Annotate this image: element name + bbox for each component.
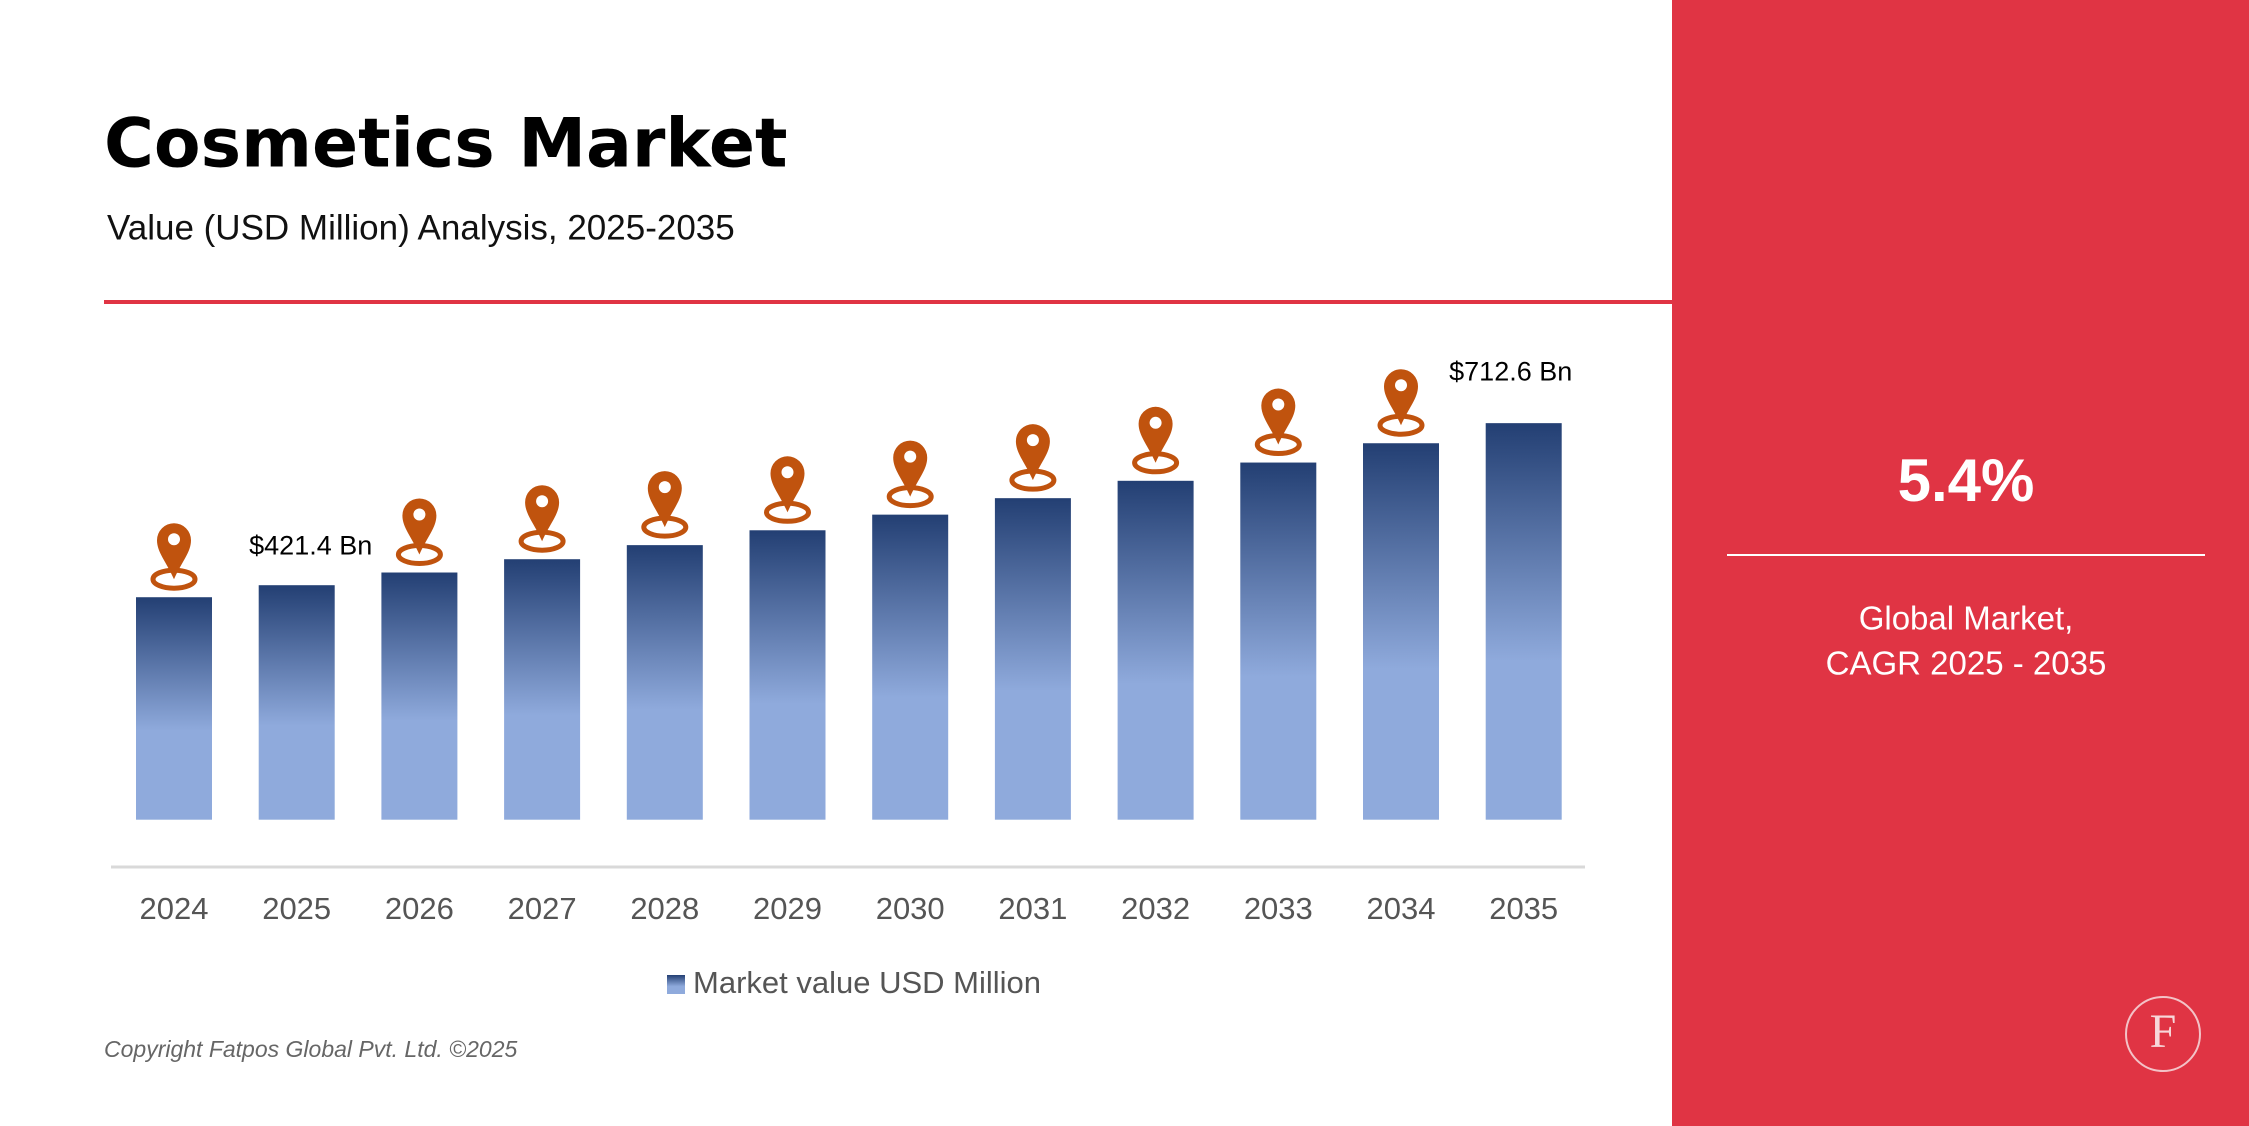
- bar: [258, 585, 335, 820]
- pin-part: [402, 498, 437, 555]
- pin-marker: [518, 485, 566, 553]
- data-label: $421.4 Bn: [249, 530, 372, 560]
- logo: F: [2150, 1005, 2177, 1058]
- pin-part: [536, 495, 549, 508]
- pin-part: [413, 508, 426, 521]
- pin-part: [658, 481, 671, 494]
- pin-part: [1261, 388, 1296, 445]
- pin-marker: [1132, 406, 1180, 475]
- pin-part: [781, 466, 794, 479]
- legend-label: Market value USD Million: [693, 965, 1041, 1000]
- bar: [1485, 423, 1562, 820]
- pin-part: [904, 450, 917, 463]
- x-tick-label: 2029: [753, 891, 822, 926]
- bar: [626, 545, 703, 820]
- pin-part: [157, 523, 191, 580]
- bar: [1363, 443, 1439, 820]
- logo-ring: [2125, 996, 2201, 1072]
- pin-marker: [150, 523, 198, 591]
- x-tick-label: 2030: [876, 891, 945, 926]
- bar: [1117, 480, 1194, 820]
- pin-part: [893, 440, 928, 497]
- legend-swatch: [667, 975, 685, 994]
- chart-title: Cosmetics Market: [104, 105, 787, 184]
- x-tick-label: 2034: [1367, 891, 1436, 926]
- pin-part: [647, 471, 682, 528]
- bar: [381, 572, 458, 820]
- x-tick-label: 2024: [140, 891, 209, 926]
- x-tick-label: 2025: [262, 891, 331, 926]
- bar: [136, 597, 212, 820]
- bar: [994, 498, 1071, 820]
- pin-marker: [641, 471, 689, 539]
- x-tick-label: 2026: [385, 891, 454, 926]
- cagr-value: 5.4%: [1898, 447, 2035, 514]
- pin-marker: [886, 440, 934, 509]
- data-label: $712.6 Bn: [1449, 356, 1572, 386]
- cagr-caption: CAGR 2025 - 2035: [1826, 645, 2107, 682]
- pin-marker: [395, 498, 443, 567]
- x-tick-label: 2031: [998, 891, 1067, 926]
- pin-part: [1026, 434, 1039, 447]
- x-tick-label: 2035: [1489, 891, 1558, 926]
- x-tick-label: 2033: [1244, 891, 1313, 926]
- pin-part: [1138, 406, 1173, 463]
- pin-marker: [1009, 424, 1057, 492]
- pin-part: [1015, 424, 1050, 481]
- bar: [872, 514, 949, 820]
- pin-part: [168, 533, 180, 546]
- copyright: Copyright Fatpos Global Pvt. Ltd. ©2025: [104, 1036, 517, 1062]
- pin-part: [525, 485, 560, 542]
- pin-part: [1395, 379, 1407, 392]
- bar: [504, 559, 581, 820]
- x-tick-label: 2032: [1121, 891, 1190, 926]
- x-tick-label: 2027: [508, 891, 577, 926]
- side-panel: [1672, 0, 2249, 1126]
- pin-marker: [1377, 369, 1425, 437]
- bar: [749, 530, 826, 820]
- pin-marker: [1254, 388, 1302, 457]
- pin-part: [1149, 416, 1162, 429]
- pin-marker: [764, 456, 811, 524]
- pin-part: [1272, 398, 1285, 411]
- x-tick-label: 2028: [630, 891, 699, 926]
- pin-part: [1384, 369, 1418, 426]
- pin-part: [770, 456, 805, 513]
- cagr-caption: Global Market,: [1859, 600, 2074, 637]
- bar: [1240, 462, 1317, 820]
- chart-subtitle: Value (USD Million) Analysis, 2025-2035: [107, 208, 735, 247]
